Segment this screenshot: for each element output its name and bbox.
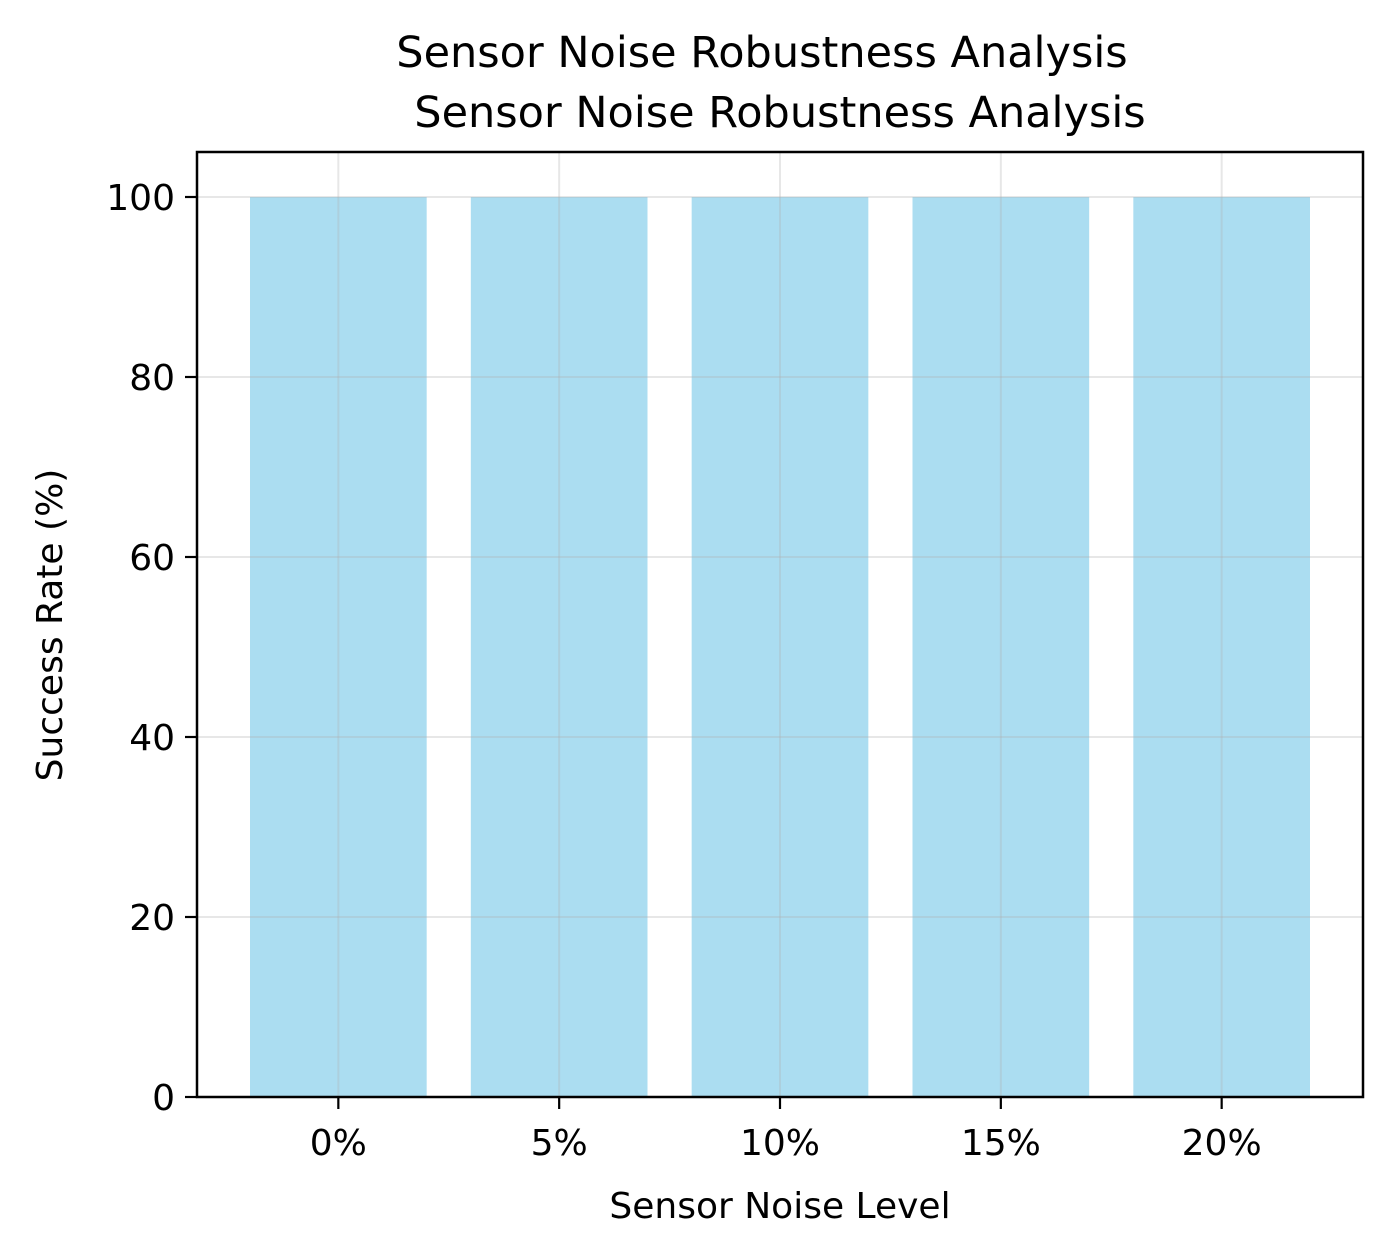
x-tick-label: 5%	[531, 1123, 588, 1164]
bar-15pct	[912, 197, 1090, 1097]
y-tick-label: 100	[106, 178, 175, 219]
bar-20pct	[1133, 197, 1310, 1097]
bars	[250, 197, 1310, 1097]
chart-subtitle: Sensor Noise Robustness Analysis	[414, 88, 1145, 138]
x-axis-ticks: 0% 5% 10% 15% 20%	[310, 1097, 1262, 1164]
y-axis-label: Success Rate (%)	[30, 469, 71, 782]
y-axis-ticks: 0 20 40 60 80 100	[106, 178, 197, 1119]
y-tick-label: 40	[129, 718, 175, 759]
x-tick-label: 15%	[961, 1123, 1041, 1164]
bar-5pct	[470, 197, 648, 1097]
x-axis-label: Sensor Noise Level	[609, 1186, 950, 1227]
chart-title: Sensor Noise Robustness Analysis	[396, 28, 1127, 78]
y-tick-label: 60	[129, 538, 175, 579]
y-tick-label: 0	[152, 1078, 175, 1119]
x-tick-label: 0%	[310, 1123, 367, 1164]
bar-0pct	[250, 197, 427, 1097]
bar-10pct	[691, 197, 869, 1097]
x-tick-label: 10%	[740, 1123, 820, 1164]
x-tick-label: 20%	[1182, 1123, 1262, 1164]
y-tick-label: 80	[129, 358, 175, 399]
y-tick-label: 20	[129, 898, 175, 939]
